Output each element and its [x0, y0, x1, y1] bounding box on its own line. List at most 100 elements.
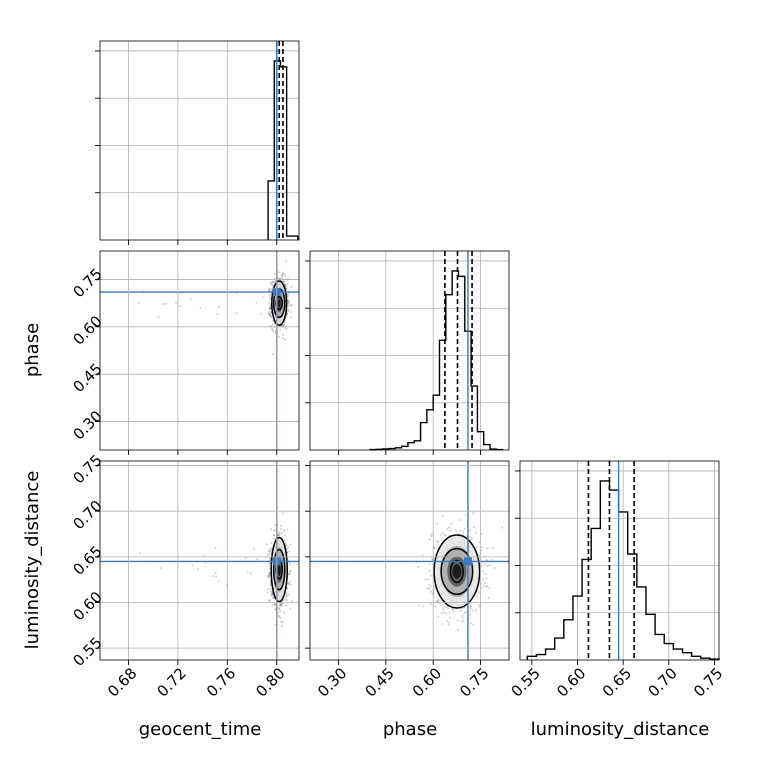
sample-point — [268, 294, 271, 297]
xtick-label-joint-phase-luminosity_distance-3: 0.75 — [456, 664, 492, 700]
sample-point — [267, 549, 270, 552]
sample-point — [485, 577, 488, 580]
sample-point — [272, 537, 275, 540]
xtick-label-hist-luminosity_distance-1: 0.60 — [553, 664, 589, 700]
sample-point — [452, 610, 455, 613]
sample-point — [273, 602, 276, 605]
sample-point — [459, 529, 462, 532]
sample-point — [269, 594, 272, 597]
sample-point — [288, 570, 291, 573]
sample-point — [289, 570, 292, 573]
sample-point — [270, 590, 273, 593]
sample-point — [270, 282, 273, 285]
sample-point — [475, 546, 478, 549]
sample-outlier — [175, 301, 178, 304]
contour-line-1 — [440, 547, 474, 596]
sample-point — [438, 598, 441, 601]
sample-point — [441, 531, 444, 534]
sample-point — [280, 625, 283, 628]
sample-point — [287, 294, 290, 297]
sample-point — [272, 594, 275, 597]
sample-outlier — [178, 304, 181, 307]
sample-point — [281, 274, 284, 277]
sample-outlier — [235, 292, 238, 295]
ylabel-phase: phase — [22, 323, 43, 377]
sample-point — [463, 611, 466, 614]
sample-point — [484, 563, 487, 566]
sample-point — [462, 530, 465, 533]
sample-point — [269, 583, 272, 586]
sample-point — [272, 281, 275, 284]
sample-point — [287, 573, 290, 576]
sample-outlier — [252, 547, 255, 550]
sample-point — [271, 353, 274, 356]
sample-point — [268, 550, 271, 553]
sample-point — [268, 572, 271, 575]
sample-point — [270, 289, 273, 292]
sample-outlier — [211, 575, 214, 578]
sample-point — [488, 587, 491, 590]
sample-point — [277, 614, 280, 617]
sample-point — [428, 563, 431, 566]
sample-point — [287, 300, 290, 303]
xtick-label-joint-geocent_time-luminosity_distance-1: 0.72 — [154, 664, 190, 700]
sample-outlier — [269, 292, 272, 295]
panel-frame-joint-geocent_time-phase — [99, 250, 300, 451]
sample-point — [287, 302, 290, 305]
sample-point — [270, 542, 273, 545]
sample-point — [444, 534, 447, 537]
sample-point — [281, 512, 284, 515]
sample-point — [434, 604, 437, 607]
sample-point — [278, 532, 281, 535]
sample-point — [278, 608, 281, 611]
sample-point — [464, 514, 467, 517]
sample-point — [268, 313, 271, 316]
sample-outlier — [214, 547, 217, 550]
sample-outlier — [255, 301, 258, 304]
sample-outlier — [260, 312, 263, 315]
sample-point — [429, 574, 432, 577]
sample-point — [268, 557, 271, 560]
sample-point — [281, 275, 284, 278]
sample-point — [440, 612, 443, 615]
sample-point — [269, 582, 272, 585]
xtick-label-joint-geocent_time-luminosity_distance-0: 0.68 — [104, 664, 140, 700]
sample-point — [284, 597, 287, 600]
sample-point — [268, 574, 271, 577]
sample-point — [290, 600, 293, 603]
sample-point — [470, 622, 473, 625]
sample-point — [285, 592, 288, 595]
xtick-label-hist-luminosity_distance-4: 0.75 — [690, 664, 726, 700]
sample-point — [475, 531, 478, 534]
sample-point — [271, 323, 274, 326]
sample-point — [281, 337, 284, 340]
sample-point — [273, 529, 276, 532]
sample-point — [443, 534, 446, 537]
sample-point — [472, 511, 475, 514]
sample-point — [478, 554, 481, 557]
sample-point — [491, 547, 494, 550]
sample-outlier — [165, 302, 168, 305]
sample-point — [287, 304, 290, 307]
sample-point — [289, 607, 292, 610]
sample-point — [442, 605, 445, 608]
sample-point — [493, 566, 496, 569]
sample-point — [437, 615, 440, 618]
sample-point — [281, 272, 284, 275]
samples-joint-geocent_time-phase — [100, 251, 299, 450]
contour-line-2 — [271, 280, 288, 326]
sample-point — [267, 312, 270, 315]
sample-point — [287, 546, 290, 549]
sample-point — [475, 609, 478, 612]
sample-point — [279, 528, 282, 531]
sample-point — [278, 335, 281, 338]
sample-point — [486, 547, 489, 550]
sample-point — [271, 327, 274, 330]
sample-point — [271, 592, 274, 595]
panel-frame-joint-geocent_time-luminosity_distance — [99, 460, 300, 661]
sample-point — [287, 309, 290, 312]
sample-point — [267, 553, 270, 556]
sample-point — [276, 533, 279, 536]
sample-point — [267, 553, 270, 556]
sample-point — [269, 307, 272, 310]
